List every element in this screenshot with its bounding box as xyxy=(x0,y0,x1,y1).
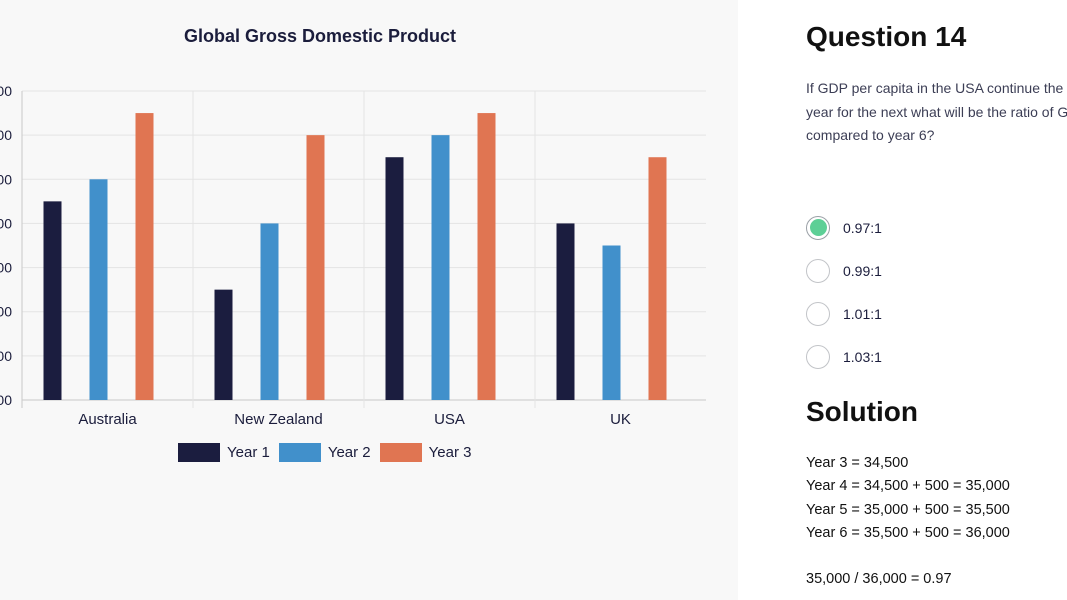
bar-year-2 xyxy=(431,135,450,400)
legend-item-year-2: Year 2 xyxy=(278,443,371,462)
x-tick-label: Australia xyxy=(78,411,137,428)
bar-year-3 xyxy=(477,113,496,401)
question-text: If GDP per capita in the USA continue th… xyxy=(806,80,1067,143)
question-panel: Question 14 If GDP per capita in the USA… xyxy=(738,0,1067,600)
bar-year-2 xyxy=(260,223,279,400)
y-tick-label: 00 xyxy=(0,348,12,364)
legend-label: Year 2 xyxy=(327,444,371,461)
y-tick-label: 00 xyxy=(0,83,12,99)
radio-button[interactable] xyxy=(806,258,830,283)
solution-step: Year 6 = 35,500 + 500 = 36,000 xyxy=(806,524,1010,541)
chart-title: Global Gross Domestic Product xyxy=(183,26,457,46)
option-label: 0.97:1 xyxy=(843,219,882,236)
y-tick-label: 00 xyxy=(0,215,12,231)
bar-year-1 xyxy=(214,289,233,400)
y-tick-label: 00 xyxy=(0,127,12,143)
bar-year-1 xyxy=(385,157,404,400)
bar-year-3 xyxy=(648,157,667,400)
radio-selected-dot xyxy=(809,219,827,236)
legend-label: Year 1 xyxy=(227,444,270,461)
chart-legend: Year 1 Year 2 Year 3 xyxy=(178,443,480,462)
bar-year-2 xyxy=(602,245,621,400)
y-tick-label: 00 xyxy=(0,392,12,408)
x-tick-label: UK xyxy=(610,411,631,428)
bar-year-2 xyxy=(89,179,108,400)
answer-option-1[interactable]: 0.97:1 xyxy=(806,206,882,249)
x-tick-label: USA xyxy=(434,411,465,428)
chart-panel: Global Gross Domestic Product 00 00 00 00 00… xyxy=(0,26,706,462)
legend-swatch-year-3 xyxy=(379,443,422,462)
bar-year-3 xyxy=(135,113,154,401)
legend-swatch-year-1 xyxy=(178,443,220,462)
solution-step: Year 4 = 34,500 + 500 = 35,000 xyxy=(806,478,1010,495)
y-tick-label: 00 xyxy=(0,171,12,187)
bar-year-1 xyxy=(43,201,62,400)
legend-item-year-3: Year 3 xyxy=(379,443,472,462)
option-label: 1.01:1 xyxy=(843,305,882,322)
radio-button[interactable] xyxy=(806,344,830,369)
solution-result: 35,000 / 36,000 = 0.97 xyxy=(806,571,952,587)
y-tick-label: 00 xyxy=(0,304,12,320)
answer-options: 0.97:1 0.99:1 1.01:1 1.03:1 xyxy=(806,206,882,378)
bar-year-3 xyxy=(306,135,325,400)
legend-label: Year 3 xyxy=(428,444,472,461)
solution-title: Solution xyxy=(806,396,918,427)
solution-step: Year 3 = 34,500 xyxy=(806,455,909,471)
legend-swatch-year-2 xyxy=(278,443,321,462)
radio-button-selected[interactable] xyxy=(806,215,830,240)
answer-option-3[interactable]: 1.01:1 xyxy=(806,292,882,335)
option-label: 1.03:1 xyxy=(843,348,882,365)
solution-step: Year 5 = 35,000 + 500 = 35,500 xyxy=(806,501,1010,518)
option-label: 0.99:1 xyxy=(843,262,882,279)
legend-item-year-1: Year 1 xyxy=(178,443,270,462)
bar-year-1 xyxy=(556,223,575,400)
answer-option-2[interactable]: 0.99:1 xyxy=(806,249,882,292)
bar-chart: 00 00 00 00 00 00 00 00 Australia New Zealand USA U… xyxy=(0,83,706,428)
radio-button[interactable] xyxy=(806,301,830,326)
x-tick-label: New Zealand xyxy=(234,411,322,428)
y-tick-label: 00 xyxy=(0,260,12,276)
answer-option-4[interactable]: 1.03:1 xyxy=(806,335,882,378)
question-title: Question 14 xyxy=(806,21,967,52)
solution-steps: Year 3 = 34,500 Year 4 = 34,500 + 500 = … xyxy=(806,452,1010,545)
